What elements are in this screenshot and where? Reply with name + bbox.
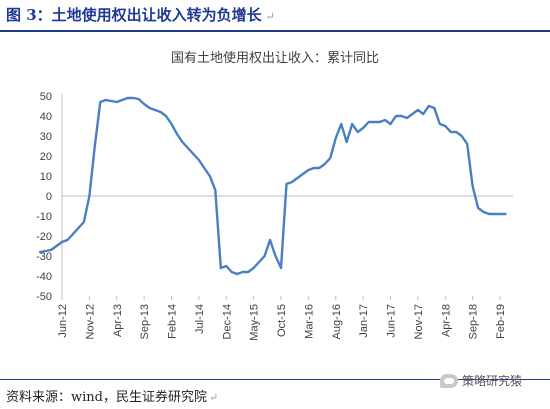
x-tick-label: Aug-16 — [331, 304, 343, 339]
x-tick-label: May-15 — [249, 304, 261, 341]
x-tick-label: Apr-18 — [440, 304, 452, 337]
y-tick-label: -20 — [36, 231, 52, 243]
x-tick-label: Oct-15 — [276, 304, 288, 337]
y-tick-label: 50 — [40, 91, 52, 103]
y-tick-label: -30 — [36, 251, 52, 263]
y-tick-label: 40 — [40, 111, 52, 123]
line-chart: 国有土地使用权出让收入：累计同比 50 40 30 20 10 0 -10 -20 -30 -40 -… — [36, 50, 513, 341]
y-tick-label: -10 — [36, 211, 52, 223]
source-return-mark: ↵ — [208, 391, 219, 404]
x-tick-label: Mar-16 — [303, 304, 315, 339]
x-tick-label: Feb-19 — [495, 304, 507, 339]
title-rule — [0, 30, 550, 32]
return-mark: ↵ — [265, 10, 275, 23]
y-tick-label: -40 — [36, 271, 52, 283]
source-rule — [0, 379, 550, 380]
x-tick-label: Sep-13 — [139, 304, 151, 339]
x-tick-label: Feb-14 — [167, 304, 179, 339]
y-tick-label: 10 — [40, 171, 52, 183]
source-note: 资料来源：wind，民生证券研究院 ↵ — [6, 386, 218, 405]
y-tick-label: 30 — [40, 131, 52, 143]
watermark-text: 策略研究猿 — [462, 374, 523, 388]
x-tick-label: Jun-17 — [386, 304, 398, 338]
x-tick-label: Jun-12 — [57, 304, 69, 338]
y-tick-label: 20 — [40, 151, 52, 163]
x-tick-label: Sep-18 — [468, 304, 480, 339]
figure-title-text: 图 3：土地使用权出让收入转为负增长 — [6, 6, 262, 24]
source-text: 资料来源：wind，民生证券研究院 — [6, 390, 207, 405]
x-tick-label: Jul-14 — [194, 304, 206, 334]
x-tick-label: Nov-12 — [84, 304, 96, 339]
watermark: 策略研究猿 — [440, 372, 522, 389]
x-tick-label: Jan-17 — [358, 304, 370, 338]
wechat-icon — [440, 373, 458, 388]
series-line-0 — [38, 96, 507, 276]
y-tick-label: 0 — [46, 191, 52, 203]
y-tick-label: -50 — [36, 291, 52, 303]
chart-title: 国有土地使用权出让收入：累计同比 — [171, 50, 379, 66]
figure-title: 图 3：土地使用权出让收入转为负增长 ↵ — [6, 4, 275, 25]
x-tick-label: Apr-13 — [112, 304, 124, 337]
x-tick-label: Nov-17 — [413, 304, 425, 339]
x-tick-label: Dec-14 — [221, 304, 233, 339]
